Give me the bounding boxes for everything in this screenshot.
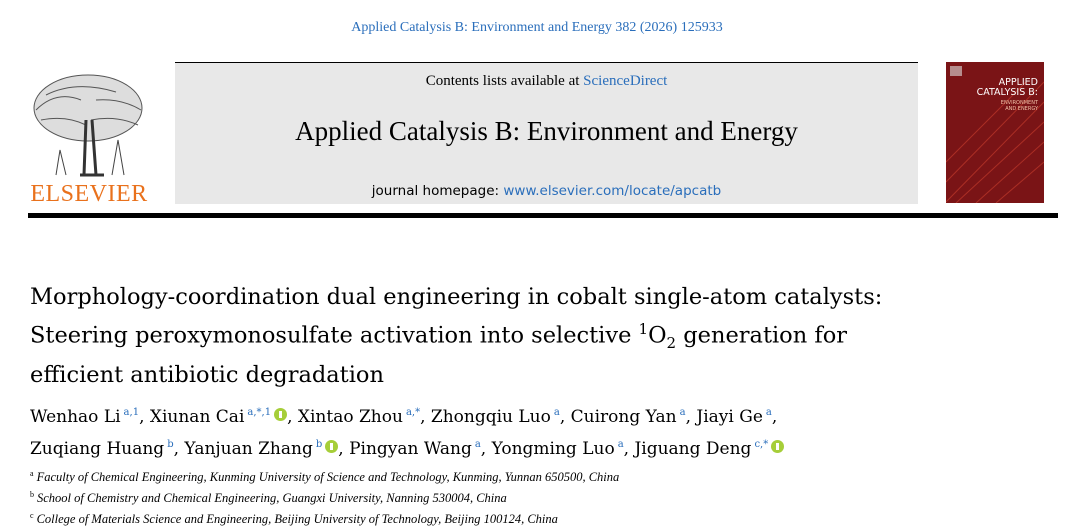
author-affiliation-mark: a,* [405, 407, 421, 418]
separator: , [480, 439, 487, 459]
separator: , [771, 407, 778, 427]
affiliation-label: b [30, 490, 34, 499]
orcid-icon[interactable] [771, 440, 785, 453]
author-name: Xiunan Cai [149, 407, 245, 427]
affiliation-text: Faculty of Chemical Engineering, Kunming… [36, 470, 620, 484]
author-affiliation-mark: b [315, 439, 323, 450]
author-line: Wenhao Li a,1, Xiunan Cai a,*,1, Xintao Zh… [30, 399, 784, 431]
affiliation: a Faculty of Chemical Engineering, Kunmin… [30, 465, 619, 486]
author: Xintao Zhou a,* [298, 407, 420, 427]
author: Yanjuan Zhang b [184, 439, 339, 459]
journal-cover: APPLIED CATALYSIS B: ENVIRONMENT AND ENE… [946, 62, 1044, 203]
separator: , [139, 407, 145, 427]
author-name: Jiayi Ge [696, 407, 763, 427]
author-name: Yongming Luo [491, 439, 615, 459]
author: Cuirong Yan a [571, 407, 686, 427]
publisher: ELSEVIER [30, 181, 148, 207]
author-name: Jiguang Deng [634, 439, 752, 459]
affiliation: b School of Chemistry and Chemical Engine… [30, 486, 619, 507]
title-line: Steering peroxymonosulfate activation in… [30, 313, 882, 359]
header-rule [28, 213, 1058, 218]
author: Xiunan Cai a,*,1 [149, 407, 288, 427]
author: Wenhao Li a,1 [30, 407, 139, 427]
author: Jiayi Ge a [696, 407, 771, 427]
orcid-icon[interactable] [325, 440, 339, 453]
author: Jiguang Deng c,* [634, 439, 785, 459]
author-name: Wenhao Li [30, 407, 121, 427]
affiliation-label: c [30, 511, 34, 520]
author-affiliation-mark: a [679, 407, 686, 418]
author-affiliation-mark: a,1 [123, 407, 140, 418]
author: Yongming Luo a [492, 439, 624, 459]
separator: , [420, 407, 426, 427]
author-affiliation-mark: a [474, 439, 481, 450]
title-line: Morphology-coordination dual engineering… [30, 284, 883, 310]
homepage-prefix: journal homepage: [371, 183, 500, 199]
author-affiliation-mark: a [553, 407, 560, 418]
title-text: generation for [683, 322, 848, 349]
contents-prefix: Contents lists available at [425, 73, 580, 89]
author: Pingyan Wang a [349, 439, 481, 459]
separator: , [685, 407, 692, 427]
affiliation-text: School of Chemistry and Chemical Enginee… [37, 491, 507, 505]
sciencedirect-link[interactable]: ScienceDirect [583, 73, 668, 89]
homepage-line: journal homepage: www.elsevier.com/locat… [175, 183, 918, 199]
separator: , [623, 439, 630, 459]
journal-header: Contents lists available at ScienceDirec… [175, 62, 918, 204]
elsevier-logo [33, 74, 143, 177]
citation: Applied Catalysis B: Environment and Ene… [351, 20, 723, 35]
separator: , [173, 439, 180, 459]
author-name: Zuqiang Huang [30, 439, 165, 459]
cover-title: CATALYSIS B: [976, 87, 1038, 98]
affiliation-list: a Faculty of Chemical Engineering, Kunmin… [30, 465, 619, 528]
cover-art [946, 66, 1044, 203]
author: Zuqiang Huang b [30, 439, 174, 459]
cover-subtitle: AND ENERGY [1005, 106, 1038, 112]
affiliation: c College of Materials Science and Engine… [30, 507, 619, 528]
author-line: Zuqiang Huang b, Yanjuan Zhang b, Pingyan … [30, 431, 785, 463]
author-name: Cuirong Yan [570, 407, 677, 427]
separator: , [338, 439, 344, 459]
author-list: Wenhao Li a,1, Xiunan Cai a,*,1, Xintao Zh… [30, 399, 785, 463]
author-name: Pingyan Wang [349, 439, 472, 459]
author-name: Zhongqiu Luo [430, 407, 551, 427]
author-name: Yanjuan Zhang [184, 439, 313, 459]
separator: , [287, 407, 293, 427]
contents-line: Contents lists available at ScienceDirec… [175, 73, 918, 90]
homepage-link[interactable]: www.elsevier.com/locate/apcatb [503, 183, 722, 199]
author-affiliation-mark: b [167, 439, 174, 450]
title-sup: 1 [638, 320, 649, 338]
author-affiliation-mark: a,*,1 [247, 407, 272, 418]
orcid-icon[interactable] [274, 408, 288, 421]
title-line: efficient antibiotic degradation [30, 362, 384, 388]
cover-subtitle: ENVIRONMENT [1000, 100, 1038, 106]
title-text: O [648, 322, 667, 349]
author-affiliation-mark: a [765, 407, 772, 418]
journal-name: Applied Catalysis B: Environment and Ene… [295, 116, 798, 146]
title-text: Steering peroxymonosulfate activation in… [30, 322, 632, 349]
title-sub: 2 [666, 334, 677, 352]
affiliation-text: College of Materials Science and Enginee… [36, 512, 558, 526]
author-affiliation-mark: c,* [754, 439, 769, 450]
separator: , [559, 407, 566, 427]
author-affiliation-mark: a [617, 439, 624, 450]
author-name: Xintao Zhou [297, 407, 403, 427]
article-title: Morphology-coordination dual engineering… [30, 281, 882, 391]
cover-title: APPLIED [998, 77, 1038, 88]
author: Zhongqiu Luo a [431, 407, 560, 427]
affiliation-label: a [30, 469, 34, 478]
